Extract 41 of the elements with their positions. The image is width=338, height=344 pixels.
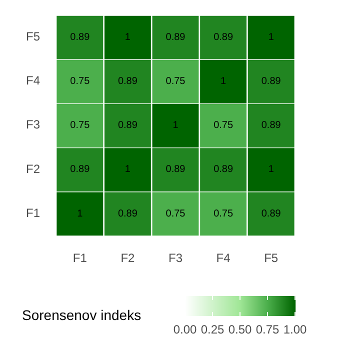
data-label: 1 xyxy=(268,32,274,43)
y-tick-label: F5 xyxy=(26,30,40,44)
color-bar-label: 0.75 xyxy=(256,322,280,336)
data-label: 0.89 xyxy=(261,120,282,132)
x-tick-label: F1 xyxy=(72,251,88,266)
data-label: 0.89 xyxy=(214,32,234,43)
color-bar-label: 0.25 xyxy=(200,322,224,336)
data-label: 0.75 xyxy=(70,120,90,132)
data-label: 0.89 xyxy=(261,76,282,88)
data-label: 0.89 xyxy=(166,164,186,176)
data-label: 0.75 xyxy=(166,76,186,88)
data-label: 0.89 xyxy=(214,164,234,176)
data-label: 0.89 xyxy=(70,164,90,176)
x-tick-label: F3 xyxy=(168,251,183,266)
data-label: 0.89 xyxy=(261,208,282,220)
y-tick-label: F1 xyxy=(26,206,40,220)
data-label: 0.89 xyxy=(118,120,138,132)
color-bar-title: Sorensenov indeks xyxy=(22,306,142,323)
data-label: 1 xyxy=(268,164,274,176)
y-tick-label: F3 xyxy=(26,118,40,132)
data-label: 0.89 xyxy=(118,76,138,88)
data-label: 0.75 xyxy=(70,76,90,88)
data-label: 0.89 xyxy=(166,32,186,43)
data-label: 0.75 xyxy=(214,208,234,220)
x-tick-label: F5 xyxy=(264,251,278,266)
data-label: 0.89 xyxy=(118,208,138,220)
data-label: 0.89 xyxy=(70,32,90,43)
color-bar-label: 1.00 xyxy=(283,322,307,336)
color-bar-label: 0.00 xyxy=(173,322,197,336)
color-bar-label: 0.50 xyxy=(228,322,252,336)
y-tick-label: F2 xyxy=(26,162,40,176)
data-label: 0.75 xyxy=(166,208,186,220)
data-label: 0.75 xyxy=(214,120,234,132)
x-tick-label: F2 xyxy=(120,251,136,266)
data-label: 1 xyxy=(77,208,84,220)
data-label: 1 xyxy=(172,120,179,132)
data-label: 1 xyxy=(124,164,131,176)
data-label: 1 xyxy=(220,76,227,88)
data-label: 1 xyxy=(124,32,131,43)
x-tick-label: F4 xyxy=(216,251,231,266)
y-tick-label: F4 xyxy=(26,74,40,88)
